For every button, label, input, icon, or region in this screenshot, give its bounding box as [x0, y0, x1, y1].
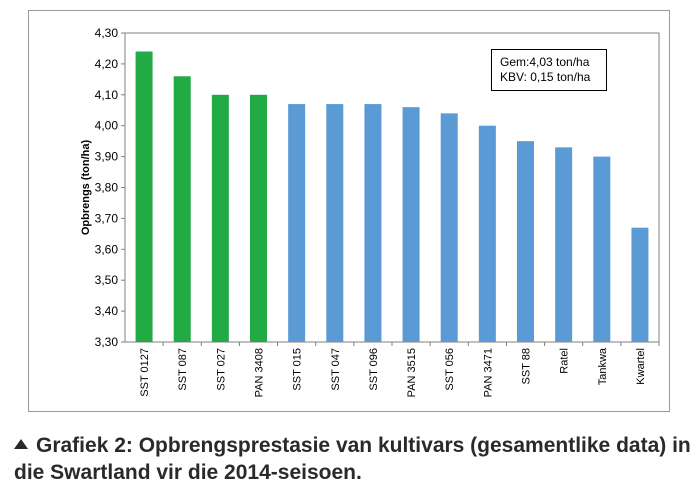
- bar: [326, 104, 344, 342]
- y-tick-label: 4,20: [95, 57, 119, 71]
- x-tick-label: SST 047: [330, 348, 342, 391]
- figure-caption: Grafiek 2: Opbrengsprestasie van kultiva…: [14, 432, 694, 486]
- x-tick-label: SST 015: [292, 348, 304, 391]
- bar: [211, 94, 229, 342]
- x-tick-label: PAN 3408: [254, 348, 266, 397]
- bar-chart: 3,30 3,40 3,50 3,60 3,70 3,80 3,90 4,00 4,10 4,20…: [80, 26, 660, 397]
- bar: [478, 125, 496, 342]
- bar: [135, 51, 153, 342]
- y-tick-label: 4,00: [95, 119, 119, 133]
- chart-frame: 3,30 3,40 3,50 3,60 3,70 3,80 3,90 4,00 4,10 4,20…: [28, 10, 670, 412]
- y-tick-label: 3,60: [95, 242, 119, 256]
- bar: [593, 156, 611, 342]
- bar: [364, 104, 382, 342]
- bar: [173, 76, 191, 342]
- bar: [631, 227, 649, 342]
- x-tick-label: PAN 3471: [482, 348, 494, 397]
- stats-cv-label: KBV: 0,15 ton/ha: [500, 70, 591, 84]
- x-tick-label: SST 0127: [139, 348, 151, 397]
- bar: [288, 104, 306, 342]
- x-tick-label: SST 027: [215, 348, 227, 391]
- stats-mean-label: Gem:4,03 ton/ha: [500, 55, 590, 69]
- x-tick-label: PAN 3515: [406, 348, 418, 397]
- y-tick-label: 4,30: [95, 26, 119, 40]
- bar: [517, 141, 534, 342]
- x-tick-label: SST 096: [368, 348, 380, 391]
- y-tick-label: 3,70: [95, 211, 119, 225]
- y-tick-label: 3,40: [95, 304, 119, 318]
- x-tick-label: SST 056: [444, 348, 456, 391]
- x-tick-label: Kwartel: [635, 348, 647, 385]
- x-tick-label: SST 88: [521, 348, 533, 385]
- bar: [440, 113, 458, 342]
- bar: [250, 94, 267, 342]
- stats-annotation-box: Gem:4,03 ton/ha KBV: 0,15 ton/ha: [491, 49, 607, 91]
- y-tick-label: 3,90: [95, 150, 119, 164]
- caption-text: Grafiek 2: Opbrengsprestasie van kultiva…: [14, 434, 691, 484]
- bar: [402, 107, 420, 342]
- y-tick-label: 3,80: [95, 181, 119, 195]
- y-tick-label: 4,10: [95, 88, 119, 102]
- y-tick-label: 3,30: [95, 335, 119, 349]
- x-tick-label: SST 087: [177, 348, 189, 391]
- bar: [555, 147, 573, 342]
- y-tick-label: 3,50: [95, 273, 119, 287]
- y-axis-label: Opbrengs (ton/ha): [80, 140, 92, 236]
- x-tick-label: Tankwa: [597, 347, 609, 385]
- caret-up-icon: [14, 439, 28, 449]
- x-tick-label: Ratel: [559, 348, 571, 374]
